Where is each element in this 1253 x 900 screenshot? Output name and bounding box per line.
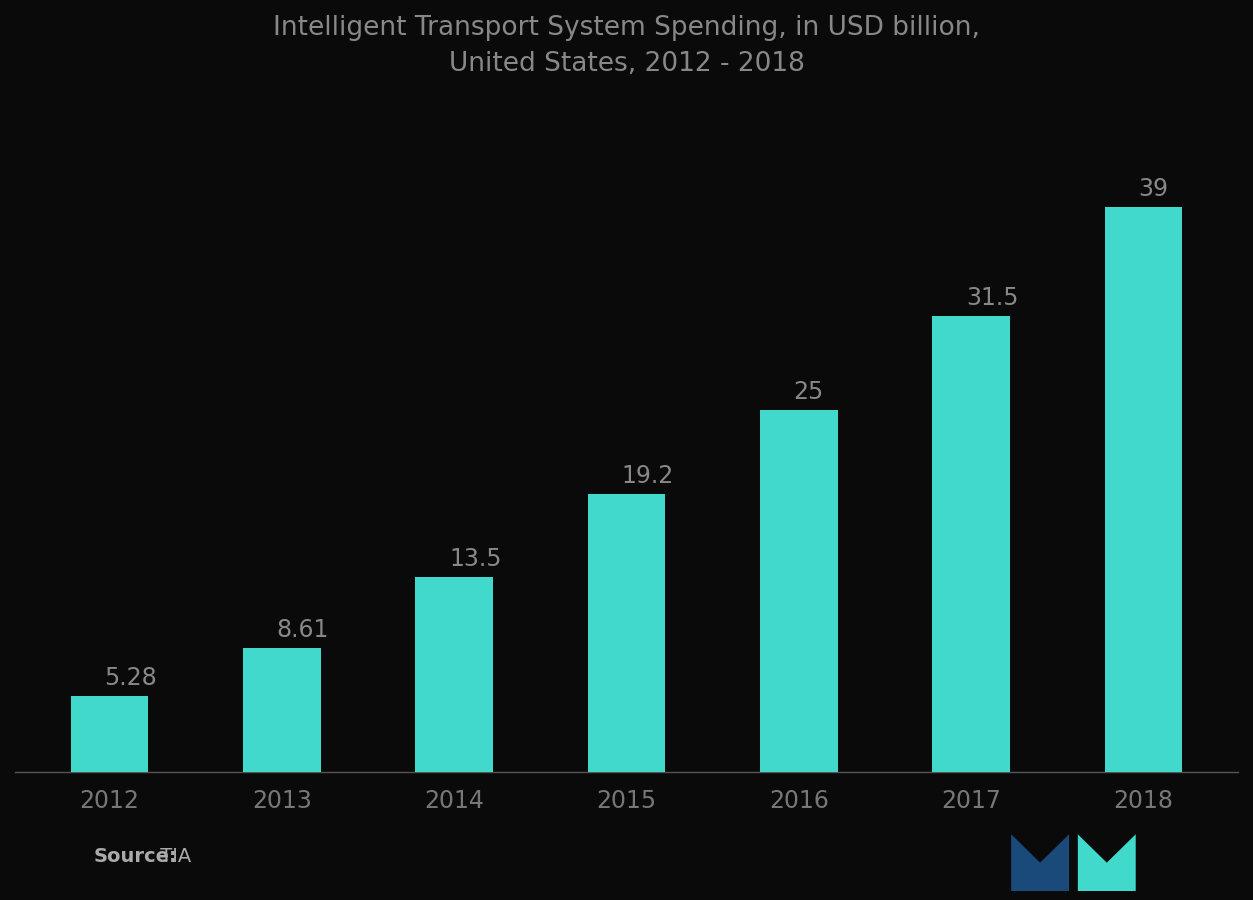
Text: 8.61: 8.61: [277, 617, 330, 642]
Polygon shape: [1011, 834, 1069, 891]
Text: 39: 39: [1139, 177, 1169, 202]
Bar: [932, 316, 1010, 772]
Title: Intelligent Transport System Spending, in USD billion,
United States, 2012 - 201: Intelligent Transport System Spending, i…: [273, 15, 980, 77]
Bar: [588, 494, 665, 772]
Text: 19.2: 19.2: [621, 464, 674, 489]
Bar: [761, 410, 838, 772]
Text: 31.5: 31.5: [966, 286, 1019, 310]
Bar: [243, 648, 321, 772]
Polygon shape: [1078, 834, 1135, 891]
Text: 25: 25: [793, 380, 824, 404]
Text: Source:: Source:: [94, 847, 178, 866]
Text: TIA: TIA: [154, 847, 192, 866]
Text: 5.28: 5.28: [104, 666, 157, 690]
Bar: [415, 577, 492, 772]
Bar: [70, 696, 148, 772]
Text: 13.5: 13.5: [449, 547, 501, 571]
Bar: [1105, 207, 1183, 772]
